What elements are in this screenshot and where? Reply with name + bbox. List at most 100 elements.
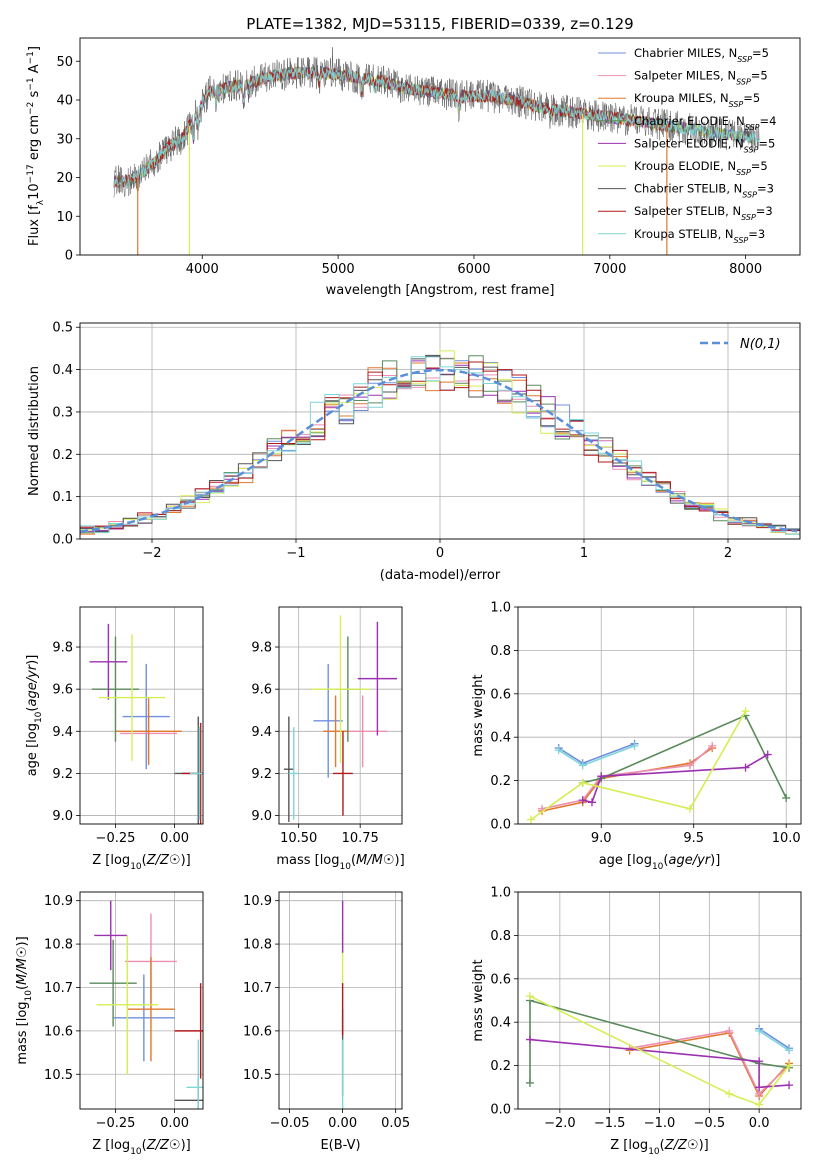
legend-text: Salpeter ELODIE, N xyxy=(634,136,744,150)
x-axis-label: (data-model)/error xyxy=(380,568,501,583)
y-tick-label: 9.0 xyxy=(251,809,272,824)
plot-area: 4000 5000 6000 7000 800001020304050Chabrier … xyxy=(15,37,802,1157)
panel-residuals: −2 −1 0 1 2 0.0 0.1 0.2 0.3 0.4 0.5 N(0,1) (data-mod… xyxy=(27,321,801,583)
label-part: −1 xyxy=(26,51,36,64)
normal-curve xyxy=(80,368,798,533)
label-part: −2 xyxy=(26,102,36,115)
y-axis-label: mass weight xyxy=(471,674,486,756)
plot-background xyxy=(80,892,203,1109)
plot-background xyxy=(279,892,402,1109)
x-tick-label: 8000 xyxy=(729,262,762,277)
y-tick-label: 10.7 xyxy=(243,981,272,996)
x-tick-label: −2 xyxy=(142,546,161,561)
label-part: Z/Z☉ xyxy=(664,1138,699,1153)
legend-text: Salpeter MILES, N xyxy=(634,69,736,83)
legend-label: Chabrier ELODIE, NSSP=4 xyxy=(634,114,776,132)
label-part: −17 xyxy=(26,164,36,183)
y-tick-label: 0.2 xyxy=(52,448,73,463)
x-tick-label: −0.05 xyxy=(270,1116,310,1131)
y-tick-label: 0.5 xyxy=(52,321,73,336)
weight-line-kroupa_elodie xyxy=(530,710,747,821)
legend-label: N(0,1) xyxy=(740,337,781,352)
label-part: M/M☉ xyxy=(356,853,394,868)
weight-marker-kroupa_stelib xyxy=(630,741,639,750)
weight-marker-kroupa_stelib xyxy=(755,1026,764,1035)
weight-marker-salpeter_elodie xyxy=(587,798,596,807)
weight-marker-salpeter_elodie xyxy=(785,1081,794,1090)
y-tick-label: 0.8 xyxy=(490,644,511,659)
label-part: Z/Z☉ xyxy=(146,853,181,868)
y-tick-label: 9.8 xyxy=(52,641,73,656)
weight-line-kroupa_elodie xyxy=(529,995,790,1106)
x-tick-label: 10.0 xyxy=(772,831,801,846)
plot-content xyxy=(526,707,791,824)
axes-box xyxy=(79,891,204,1110)
y-tick-label: 0.6 xyxy=(490,972,511,987)
y-axis-label: mass [log10(M/M☉)] xyxy=(15,936,34,1064)
legend-label: Salpeter STELIB, NSSP=3 xyxy=(634,204,773,222)
weight-marker-kroupa_elodie xyxy=(785,1061,794,1070)
legend-sub: SSP xyxy=(734,235,749,244)
x-tick-label: 10.75 xyxy=(342,831,379,846)
label-part: age/yr xyxy=(668,853,711,868)
y-axis-label: Normed distribution xyxy=(27,366,42,496)
y-axis-label: mass weight xyxy=(471,959,486,1041)
legend-text: Kroupa STELIB, N xyxy=(634,227,734,241)
y-tick-label: 10.6 xyxy=(44,1024,73,1039)
y-tick-label: 10.8 xyxy=(44,938,73,953)
panel-ebv_mass: −0.05 0.00 0.05 10.5 10.6 10.7 10.8 10.9 E(B-V) xyxy=(243,891,410,1153)
label-part: age [log xyxy=(25,723,40,776)
legend-sub: SSP xyxy=(737,55,752,64)
y-tick-label: 30 xyxy=(56,132,73,147)
axes-box xyxy=(278,891,403,1110)
weight-marker-salpeter_elodie xyxy=(578,796,587,805)
axes-box xyxy=(278,606,403,825)
plot-content xyxy=(89,623,203,824)
weight-marker-kroupa_elodie xyxy=(525,992,534,1001)
weight-line-kroupa_stelib xyxy=(758,1030,790,1052)
x-tick-label: −0.25 xyxy=(96,831,136,846)
y-tick-label: 0.2 xyxy=(490,1059,511,1074)
label-part: 10 xyxy=(130,1147,142,1157)
weight-marker-salpeter_miles xyxy=(725,1026,734,1035)
legend-label: Salpeter MILES, NSSP=5 xyxy=(634,69,768,87)
legend-sub: SSP xyxy=(729,100,744,109)
legend-text: Chabrier ELODIE, N xyxy=(634,114,745,128)
y-tick-label: 0.4 xyxy=(52,363,73,378)
y-axis-label: age [log10(age/yr)] xyxy=(25,655,44,777)
weight-marker-kroupa_stelib xyxy=(554,746,563,755)
y-tick-label: 10.5 xyxy=(243,1068,272,1083)
x-axis-label: Z [log10(Z/Z☉)] xyxy=(92,1138,190,1157)
label-part: ( xyxy=(663,853,668,868)
x-tick-label: 2 xyxy=(724,546,732,561)
legend-tail: =5 xyxy=(743,91,760,105)
y-tick-label: 10.5 xyxy=(44,1068,73,1083)
legend-text: Kroupa ELODIE, N xyxy=(634,159,736,173)
axes-frame: −0.25 0.00 9.0 9.2 9.4 9.6 9.8 xyxy=(52,606,204,846)
label-part: s xyxy=(27,90,42,101)
legend-tail: =3 xyxy=(756,204,773,218)
label-part: 10 xyxy=(27,183,42,200)
x-tick-label: −1 xyxy=(286,546,305,561)
figure-title: PLATE=1382, MJD=53115, FIBERID=0339, z=0… xyxy=(246,15,633,33)
label-part: Flux [f xyxy=(27,205,42,246)
axes-frame: 9.0 9.5 10.0 0.0 0.2 0.4 0.6 0.8 1.0 xyxy=(490,601,802,846)
plot-content xyxy=(113,47,760,255)
y-tick-label: 0 xyxy=(65,249,73,264)
y-tick-label: 10.8 xyxy=(243,938,272,953)
legend-tail: =5 xyxy=(751,69,768,83)
x-tick-label: 9.0 xyxy=(591,831,612,846)
label-part: erg cm xyxy=(27,115,42,164)
axes-box xyxy=(79,606,204,825)
legend-tail: =3 xyxy=(748,227,765,241)
label-part: 10 xyxy=(652,862,664,872)
x-tick-label: 0.00 xyxy=(328,1116,357,1131)
axes-frame: 4000 5000 6000 7000 8000 0 10 20 30 40 50 xyxy=(56,37,801,277)
axes-frame: 10.50 10.75 9.0 9.2 9.4 9.6 9.8 xyxy=(251,606,403,846)
plot-content xyxy=(525,992,794,1109)
label-part: age [log xyxy=(599,853,652,868)
label-part: mass [log xyxy=(276,853,339,868)
